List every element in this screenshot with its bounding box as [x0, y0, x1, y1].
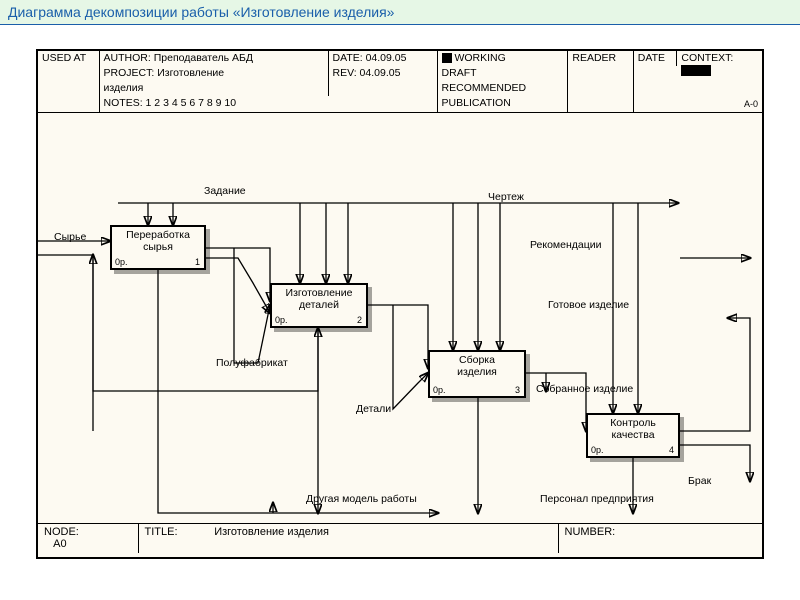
page-title-text: Диаграмма декомпозиции работы «Изготовле…	[8, 4, 394, 20]
flow-label: Сырье	[54, 231, 86, 243]
activity-a3: Сборкаизделия0р.3	[428, 350, 526, 398]
status-cell-1: DRAFT	[437, 66, 568, 81]
activity-a1: Переработкасырья0р.1	[110, 225, 206, 270]
flow-label: Брак	[688, 475, 711, 487]
author-cell: AUTHOR: Преподаватель АБД	[99, 51, 328, 66]
diagram-footer: NODE: A0 TITLE: Изготовление изделия NUM…	[38, 523, 762, 554]
flow-label: Задание	[204, 185, 246, 197]
node-cell: NODE: A0	[38, 523, 138, 553]
status-cell-2: RECOMMENDED	[437, 81, 568, 96]
flow-label: Персонал предприятия	[540, 493, 654, 505]
number-cell: NUMBER:	[558, 523, 762, 553]
flow-label: Собранное изделие	[536, 383, 633, 395]
flow-label: Детали	[356, 403, 391, 415]
page-title: Диаграмма декомпозиции работы «Изготовле…	[0, 0, 800, 25]
rev-cell: REV: 04.09.05	[328, 66, 437, 81]
status-marker-icon	[442, 53, 452, 63]
used-at-cell: USED AT	[38, 51, 99, 112]
arrows-layer	[38, 113, 762, 523]
idef0-diagram: USED AT AUTHOR: Преподаватель АБД DATE: …	[36, 49, 764, 559]
diagram-header: USED AT AUTHOR: Преподаватель АБД DATE: …	[38, 51, 762, 113]
flow-label: Другая модель работы	[306, 493, 417, 505]
reader-cell: READER	[568, 51, 633, 66]
diagram-canvas: Переработкасырья0р.1 Изготовлениедеталей0…	[38, 113, 762, 523]
activity-a2: Изготовлениедеталей0р.2	[270, 283, 368, 328]
title-cell: TITLE: Изготовление изделия	[138, 523, 558, 553]
flow-label: Чертеж	[488, 191, 524, 203]
activity-a4: Контролькачества0р.4	[586, 413, 680, 458]
header-date-cell: DATE	[633, 51, 677, 66]
flow-label: Полуфабрикат	[216, 357, 288, 369]
flow-label: Готовое изделие	[548, 299, 629, 311]
context-cell: CONTEXT: A-0	[677, 51, 762, 112]
flow-label: Рекомендации	[530, 239, 602, 251]
status-cell-3: PUBLICATION	[437, 96, 568, 112]
date-cell: DATE: 04.09.05	[328, 51, 437, 66]
notes-cell: NOTES: 1 2 3 4 5 6 7 8 9 10	[99, 96, 437, 112]
project-cell-2: изделия	[99, 81, 328, 96]
status-cell-0: WORKING	[437, 51, 568, 66]
project-cell: PROJECT: Изготовление	[99, 66, 328, 81]
context-box-icon	[681, 65, 711, 76]
